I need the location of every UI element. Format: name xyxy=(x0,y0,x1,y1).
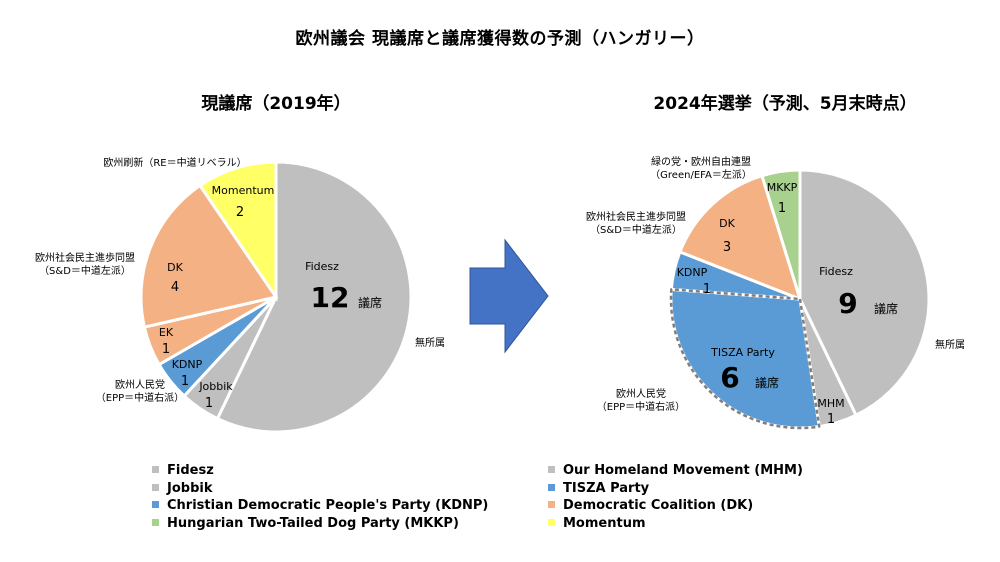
legend-item: Christian Democratic People's Party (KDN… xyxy=(152,497,488,515)
legend-swatch xyxy=(152,483,159,491)
slice-value: 1 xyxy=(205,396,213,411)
group-label: 欧州人民党 xyxy=(616,387,666,400)
legend-swatch xyxy=(152,501,159,508)
legend-swatch xyxy=(548,483,555,491)
legend-label: TISZA Party xyxy=(563,480,650,496)
slice-value: 1 xyxy=(778,201,786,216)
slice-unit: 議席 xyxy=(358,295,382,310)
legend-item: Momentum xyxy=(548,515,803,533)
group-label: 無所属 xyxy=(935,338,965,351)
slice-label: Jobbik xyxy=(198,380,233,393)
slice-value: 2 xyxy=(236,205,244,220)
slice-label: MKKP xyxy=(767,181,798,194)
group-label: （Green/EFA＝左派） xyxy=(650,168,752,181)
main-title: 欧州議会 現議席と議席獲得数の予測（ハンガリー） xyxy=(295,29,705,49)
pie-title: 現議席（2019年） xyxy=(201,93,350,114)
legend-item: Our Homeland Movement (MHM) xyxy=(548,462,803,480)
pie-slice xyxy=(215,160,413,434)
slice-value: 4 xyxy=(171,280,179,295)
group-label: （EPP＝中道右派） xyxy=(96,391,184,404)
slice-value: 1 xyxy=(827,412,835,427)
slice-label: Fidesz xyxy=(305,260,339,273)
legend-item: Hungarian Two-Tailed Dog Party (MKKP) xyxy=(152,515,488,533)
group-label: 欧州社会民主進歩同盟 xyxy=(35,251,135,264)
legend-item: Jobbik xyxy=(152,480,488,498)
slice-label: DK xyxy=(167,261,183,274)
slice-value: 9 xyxy=(838,287,857,320)
group-label: 無所属 xyxy=(415,336,445,349)
slice-unit: 議席 xyxy=(874,301,898,316)
legend-label: Fidesz xyxy=(167,463,214,478)
slice-label: KDNP xyxy=(677,266,708,279)
slice-value: 12 xyxy=(311,281,350,314)
legend-swatch xyxy=(548,466,555,473)
legend-label: Christian Democratic People's Party (KDN… xyxy=(167,498,489,513)
legend-label: Jobbik xyxy=(167,480,213,496)
legend-swatch xyxy=(548,518,555,526)
arrow-right-icon xyxy=(469,238,549,354)
legend-item: Democratic Coalition (DK) xyxy=(548,497,803,515)
pie-slice xyxy=(798,168,931,418)
group-label: 欧州社会民主進歩同盟 xyxy=(586,210,686,223)
pie-slice xyxy=(139,183,279,329)
group-label: 欧州刷新（RE＝中道リベラル） xyxy=(103,156,246,169)
group-label: （S&D＝中道左派） xyxy=(39,264,131,277)
slice-value: 6 xyxy=(720,361,739,394)
group-label: （S&D＝中道左派） xyxy=(590,223,682,236)
slice-label: DK xyxy=(719,217,735,230)
slice-value: 1 xyxy=(703,282,711,297)
legend-swatch xyxy=(152,518,159,526)
pie-slice xyxy=(760,168,802,300)
slice-unit: 議席 xyxy=(755,375,779,390)
slice-label: MHM xyxy=(817,397,844,410)
pie-slice xyxy=(197,160,278,302)
slice-label: EK xyxy=(159,326,174,339)
legend-swatch xyxy=(152,466,159,473)
pie-title: 2024年選挙（予測、5月末時点） xyxy=(653,93,916,114)
legend-left: Fidesz Jobbik Christian Democratic People'… xyxy=(152,462,488,532)
slice-label: Fidesz xyxy=(819,265,853,278)
group-label: （EPP＝中道右派） xyxy=(597,400,685,413)
legend-label: Our Homeland Movement (MHM) xyxy=(563,463,803,478)
legend-right: Our Homeland Movement (MHM) TISZA Party De… xyxy=(548,462,803,532)
slice-value: 3 xyxy=(723,240,731,255)
slice-label: TISZA Party xyxy=(710,346,775,359)
slice-value: 1 xyxy=(181,374,189,389)
slice-value: 1 xyxy=(162,342,170,357)
legend-item: TISZA Party xyxy=(548,480,803,498)
slice-label: KDNP xyxy=(172,358,203,371)
legend-item: Fidesz xyxy=(152,462,488,480)
group-label: 欧州人民党 xyxy=(115,378,165,391)
legend-label: Democratic Coalition (DK) xyxy=(563,498,754,513)
legend-label: Momentum xyxy=(563,515,646,531)
pie-slice-outline xyxy=(669,288,821,430)
legend-swatch xyxy=(548,501,555,508)
slice-label: Momentum xyxy=(212,184,275,197)
legend-label: Hungarian Two-Tailed Dog Party (MKKP) xyxy=(167,515,459,531)
group-label: 緑の党・欧州自由連盟 xyxy=(651,155,751,168)
